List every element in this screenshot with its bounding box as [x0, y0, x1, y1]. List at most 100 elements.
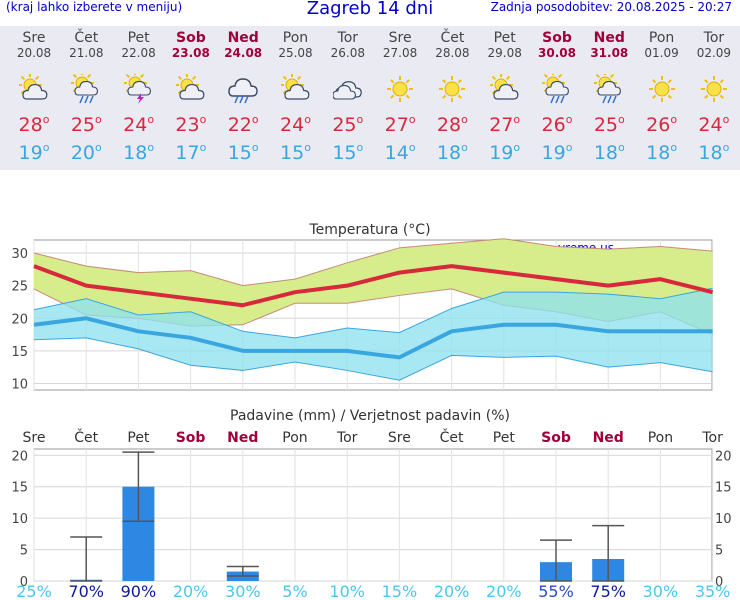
- degree-sign: o: [722, 113, 730, 126]
- day-date: 31.08: [590, 46, 629, 60]
- degree-sign: o: [199, 141, 207, 154]
- temp-max: 25o: [60, 113, 112, 136]
- degree-sign: o: [42, 113, 50, 126]
- temp-max-value: 25: [593, 114, 619, 136]
- degree-sign: o: [147, 141, 155, 154]
- forecast-day: Ned 31.08 25o 18o: [583, 30, 635, 164]
- day-name: Tor: [337, 30, 359, 46]
- temp-min: 18o: [688, 141, 740, 164]
- sun-icon: [437, 74, 467, 104]
- degree-sign: o: [618, 113, 625, 126]
- degree-sign: o: [95, 113, 102, 126]
- degree-sign: o: [42, 141, 50, 154]
- precip-probability-label: 20%: [434, 582, 470, 600]
- temp-max-value: 25: [332, 114, 357, 136]
- precip-x-tick-label: Pon: [648, 430, 673, 446]
- temp-max: 24o: [270, 113, 322, 136]
- degree-sign: o: [461, 141, 468, 154]
- temp-min-value: 19: [18, 142, 43, 164]
- temp-max-value: 26: [646, 114, 671, 136]
- sun-cloud-icon: [174, 73, 206, 104]
- temp-min: 18o: [583, 141, 635, 164]
- day-date: 28.08: [435, 46, 470, 60]
- temp-band-lower-edge: [33, 337, 713, 381]
- temp-range-band: [34, 288, 713, 381]
- precip-y-tick-label: 20: [11, 449, 28, 464]
- cloud-rain-icon: [228, 74, 258, 104]
- precip-x-tick-label: Sre: [388, 430, 411, 446]
- temp-min-value: 15: [227, 142, 252, 164]
- degree-sign: o: [304, 113, 311, 126]
- precip-probability-label: 25%: [16, 582, 52, 600]
- temp-min-value: 14: [384, 142, 409, 164]
- day-date: 22.08: [121, 46, 156, 60]
- day-name: Čet: [440, 30, 465, 46]
- precip-x-tick-label: Tor: [336, 430, 358, 446]
- temp-max-value: 22: [227, 114, 252, 136]
- temp-min: 19o: [8, 141, 60, 164]
- precip-chart-title: Padavine (mm) / Verjetnost padavin (%): [230, 408, 510, 424]
- day-date: 01.09: [644, 46, 679, 60]
- temp-max-value: 28: [436, 114, 462, 136]
- day-date: 26.08: [330, 46, 365, 60]
- temp-max: 22o: [217, 113, 269, 136]
- day-date: 24.08: [224, 46, 263, 60]
- precip-probability-label: 5%: [282, 582, 307, 600]
- precip-x-tick-label: Sre: [23, 430, 46, 446]
- temp-max: 25o: [583, 113, 635, 136]
- temp-max: 28o: [8, 113, 60, 136]
- temp-band-upper-edge: [33, 238, 713, 287]
- day-name: Sob: [542, 30, 572, 46]
- temp-max-value: 24: [280, 114, 305, 136]
- degree-sign: o: [304, 141, 311, 154]
- precip-y-tick-label: 10: [11, 512, 28, 527]
- precip-x-tick-label: Ned: [227, 430, 258, 446]
- sun-cloud-rain-icon: [593, 71, 624, 104]
- day-name: Ned: [227, 30, 259, 46]
- temp-max-value: 23: [175, 114, 200, 136]
- temp-max-value: 24: [123, 114, 148, 136]
- temp-min: 19o: [479, 141, 531, 164]
- forecast-day: Sob 23.08 23o 17o: [165, 30, 217, 164]
- degree-sign: o: [356, 141, 364, 154]
- precip-y-tick-label: 15: [11, 481, 28, 496]
- forecast-day: Sre 20.08 28o 19o: [8, 30, 60, 164]
- temp-max: 26o: [531, 113, 583, 136]
- temp-max: 27o: [479, 113, 531, 136]
- degree-sign: o: [618, 141, 625, 154]
- sun-icon: [699, 74, 729, 104]
- temp-max: 23o: [165, 113, 217, 136]
- temp-min: 18o: [636, 141, 688, 164]
- forecast-day: Tor 02.09 24o 18o: [688, 30, 740, 164]
- precip-y-tick-label-right: 0: [715, 575, 723, 590]
- temp-max: 27o: [374, 113, 426, 136]
- temp-y-tick-label: 10: [11, 377, 28, 392]
- forecast-day: Pon 25.08 24o 15o: [270, 30, 322, 164]
- forecast-panel: [0, 26, 740, 170]
- day-date: 21.08: [69, 46, 104, 60]
- header-hint: (kraj lahko izberete v meniju): [6, 0, 183, 14]
- last-update: Zadnja posodobitev: 20.08.2025 - 20:27: [490, 0, 732, 14]
- degree-sign: o: [147, 113, 155, 126]
- precip-y-tick-label-right: 15: [715, 481, 732, 496]
- precip-x-tick-label: Sob: [176, 430, 206, 446]
- temp-y-tick-label: 25: [11, 280, 28, 295]
- precip-x-tick-label: Čet: [74, 428, 98, 446]
- temp-min-value: 19: [541, 142, 566, 164]
- day-name: Sre: [22, 30, 46, 46]
- sun-cloud-icon: [279, 73, 311, 104]
- sun-icon: [647, 74, 677, 104]
- temp-max-value: 25: [70, 114, 96, 136]
- temp-min: 14o: [374, 141, 426, 164]
- day-date: 27.08: [382, 46, 418, 60]
- temp-min-value: 18: [698, 142, 723, 164]
- temp-max-value: 26: [541, 114, 566, 136]
- precip-x-tick-label: Čet: [440, 428, 464, 446]
- temp-max: 26o: [636, 113, 688, 136]
- temp-min: 17o: [165, 141, 217, 164]
- temp-min-value: 18: [123, 142, 148, 164]
- sun-cloud-icon: [488, 73, 520, 104]
- temp-chart-title: Temperatura (°C): [308, 222, 430, 238]
- temp-min: 18o: [426, 141, 478, 164]
- day-date: 02.09: [696, 46, 732, 60]
